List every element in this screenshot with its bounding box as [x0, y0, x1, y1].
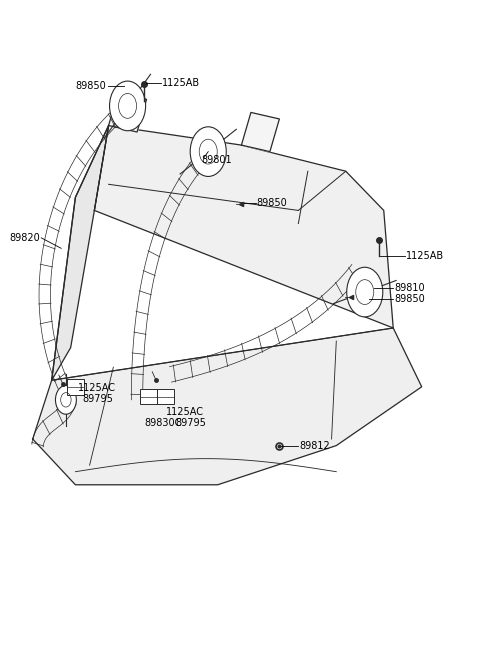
Text: 89850: 89850 — [75, 81, 106, 91]
Text: 89820: 89820 — [9, 233, 40, 243]
Circle shape — [109, 81, 145, 131]
Text: 1125AB: 1125AB — [406, 251, 444, 261]
Text: 89801: 89801 — [201, 155, 232, 165]
Circle shape — [347, 267, 383, 317]
Text: 1125AB: 1125AB — [162, 78, 200, 88]
FancyBboxPatch shape — [67, 379, 84, 395]
Text: 89810: 89810 — [394, 283, 425, 293]
Text: 89850: 89850 — [394, 294, 425, 304]
Text: 1125AC: 1125AC — [166, 407, 204, 417]
Circle shape — [190, 127, 226, 176]
Polygon shape — [241, 112, 279, 152]
Text: 89850: 89850 — [257, 197, 288, 207]
Text: 89795: 89795 — [83, 394, 113, 403]
Text: 89812: 89812 — [300, 441, 330, 451]
FancyBboxPatch shape — [157, 389, 174, 405]
Circle shape — [56, 386, 76, 414]
Text: 1125AC: 1125AC — [78, 383, 116, 393]
Polygon shape — [108, 93, 146, 132]
Polygon shape — [52, 125, 108, 380]
FancyBboxPatch shape — [140, 389, 157, 405]
Polygon shape — [33, 328, 422, 485]
Text: 89795: 89795 — [175, 419, 206, 428]
Text: 89830C: 89830C — [144, 419, 182, 428]
Polygon shape — [95, 125, 393, 328]
